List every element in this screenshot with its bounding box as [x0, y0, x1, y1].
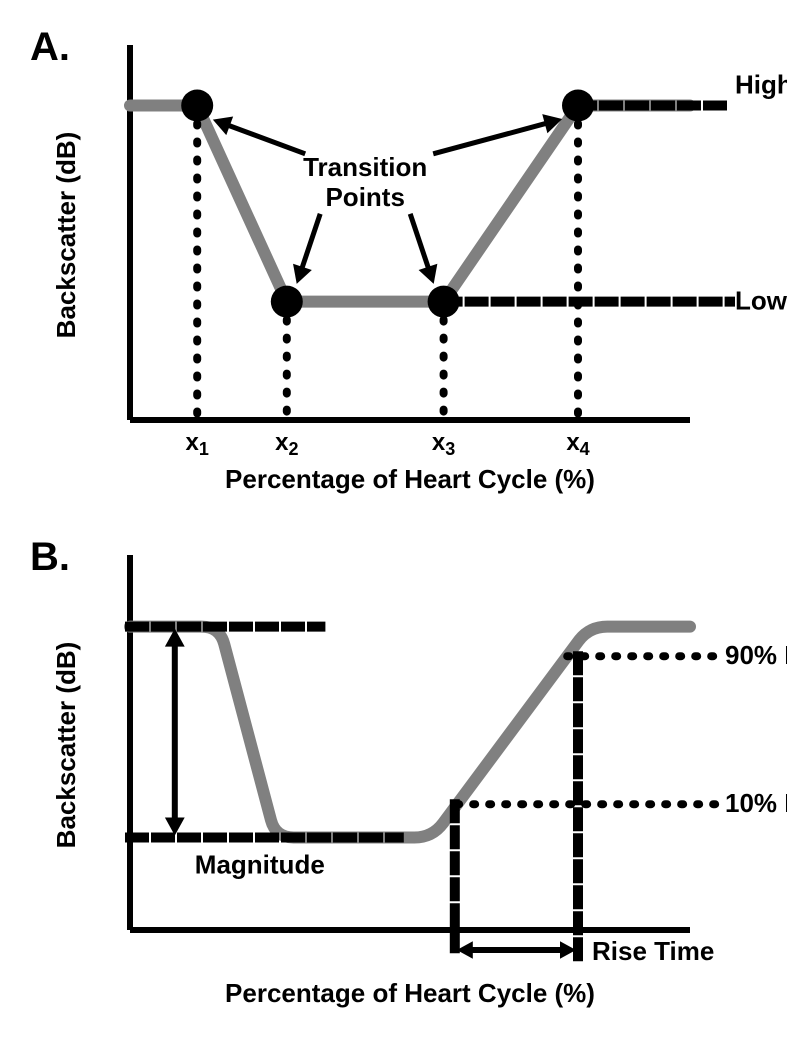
svg-text:A.: A.: [30, 25, 70, 69]
svg-text:B.: B.: [30, 535, 70, 579]
svg-text:x1: x1: [186, 429, 209, 459]
svg-text:Magnitude: Magnitude: [195, 850, 325, 880]
svg-text:10% Level: 10% Level: [725, 788, 787, 818]
svg-text:x4: x4: [566, 429, 589, 459]
svg-text:x3: x3: [432, 429, 455, 459]
svg-text:High Level: High Level: [735, 70, 787, 100]
svg-text:Percentage of Heart Cycle (%): Percentage of Heart Cycle (%): [225, 978, 595, 1008]
svg-text:Backscatter (dB): Backscatter (dB): [51, 642, 81, 849]
svg-text:Low Level: Low Level: [735, 286, 787, 316]
svg-text:Transition: Transition: [303, 152, 427, 182]
svg-text:Backscatter (dB): Backscatter (dB): [51, 132, 81, 339]
svg-text:90% Level: 90% Level: [725, 640, 787, 670]
svg-text:Points: Points: [325, 182, 404, 212]
svg-text:Rise Time: Rise Time: [592, 936, 714, 966]
svg-text:Percentage of Heart Cycle (%): Percentage of Heart Cycle (%): [225, 464, 595, 494]
svg-text:x2: x2: [275, 429, 298, 459]
